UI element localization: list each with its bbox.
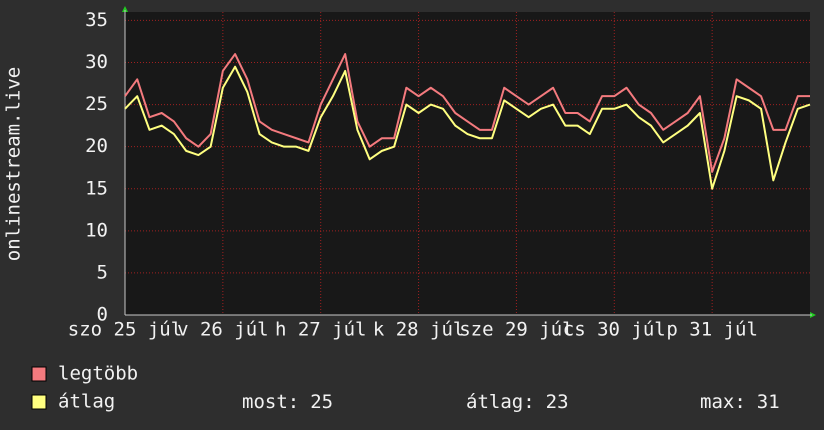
series-line	[124, 53, 810, 173]
y-tick-label: 15	[85, 177, 108, 199]
stat: most: 25	[242, 391, 333, 413]
y-tick-label: 20	[85, 135, 108, 157]
x-tick-label: v 26 júl	[177, 319, 269, 341]
y-tick-label: 30	[85, 51, 108, 73]
x-tick-label: sze 29 júl	[459, 319, 573, 341]
legend-swatch	[31, 366, 47, 382]
y-tick-label: 10	[85, 219, 108, 241]
axis-arrow	[122, 6, 128, 12]
legend-label: legtöbb	[58, 363, 138, 385]
series-line	[124, 65, 811, 190]
y-tick-label: 25	[85, 93, 108, 115]
stat: max: 31	[700, 391, 780, 413]
stat-value: 25	[310, 391, 333, 413]
stat-label: átlag:	[466, 391, 535, 413]
x-tick-label: h 27 júl	[275, 319, 367, 341]
y-tick-label: 35	[85, 9, 108, 31]
y-tick-label: 0	[97, 304, 108, 326]
stat-label: most:	[242, 391, 299, 413]
x-tick-label: cs 30 júl	[563, 319, 666, 341]
x-tick-label: k 28 júl	[373, 319, 465, 341]
stat-value: 23	[546, 391, 569, 413]
stat-label: max:	[700, 391, 746, 413]
x-tick-label: p 31 júl	[666, 319, 758, 341]
y-axis-label: onlinestream.live	[3, 67, 25, 261]
x-tick-label: szo 25 júl	[68, 319, 182, 341]
legend-label: átlag	[58, 391, 115, 413]
legend-swatch	[31, 394, 47, 410]
stat: átlag: 23	[466, 391, 569, 413]
axis-arrow	[810, 312, 816, 318]
stat-value: 31	[757, 391, 780, 413]
y-tick-label: 5	[97, 261, 108, 283]
